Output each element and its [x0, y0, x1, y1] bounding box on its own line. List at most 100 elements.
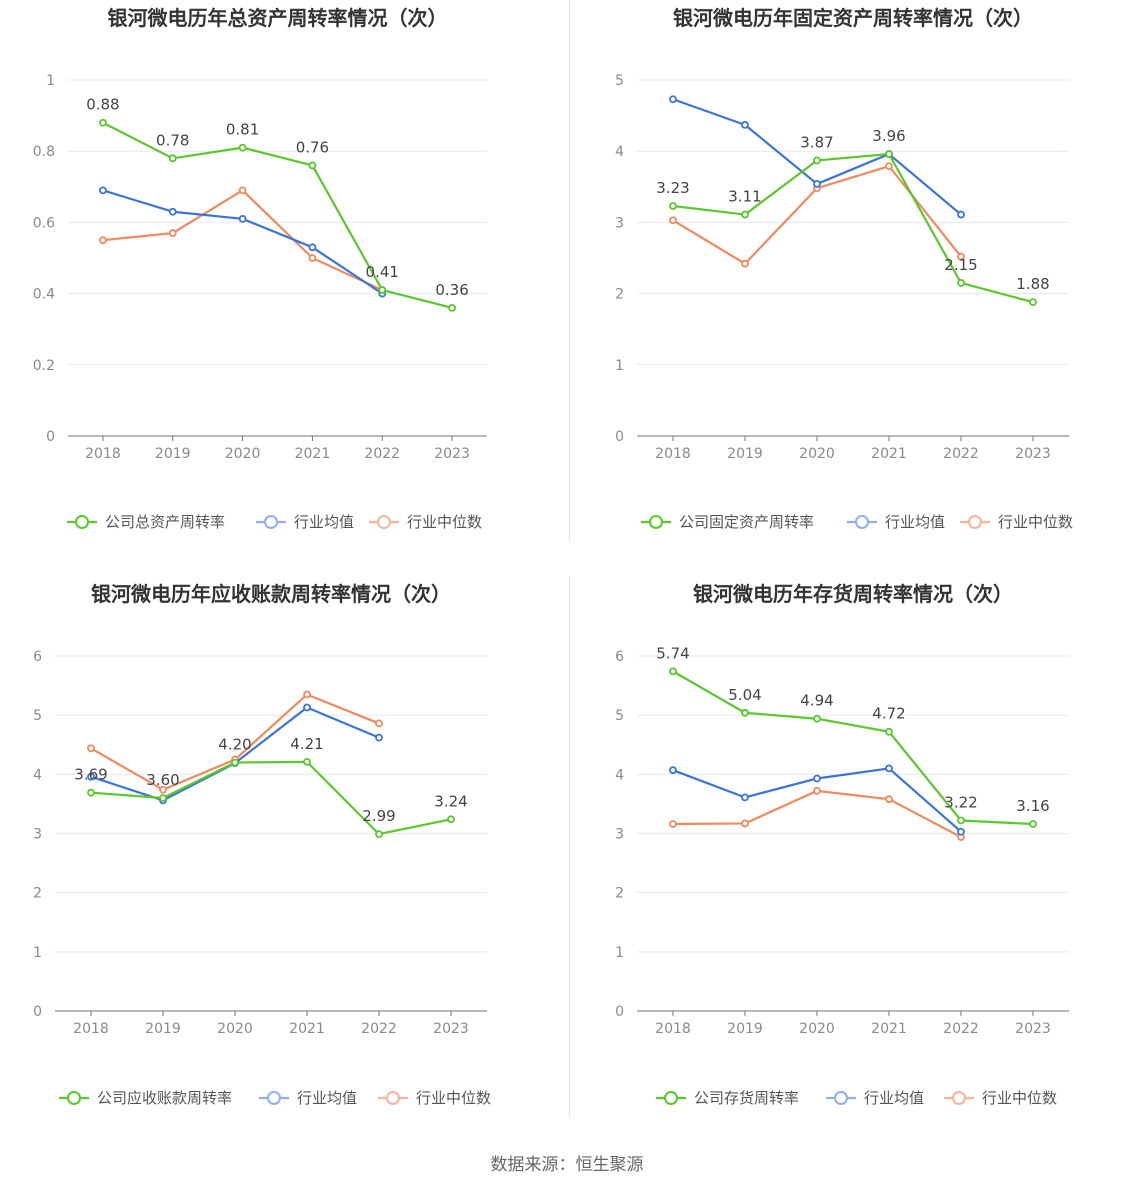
y-tick-label: 0.4: [33, 287, 55, 303]
data-point: [378, 286, 387, 294]
x-tick-label: 2019: [155, 446, 191, 462]
y-tick-label: 0: [46, 429, 55, 445]
data-label: 4.72: [872, 705, 905, 723]
data-point: [885, 795, 893, 804]
chart-title: 银河微电历年总资产周转率情况（次）: [108, 6, 448, 30]
y-tick-label: 6: [615, 649, 624, 665]
data-point: [231, 758, 239, 767]
x-tick-label: 2019: [727, 1021, 763, 1037]
chart-title: 银河微电历年存货周转率情况（次）: [693, 582, 1013, 606]
data-point: [238, 143, 247, 152]
legend-label: 行业中位数: [407, 513, 482, 531]
data-label: 0.81: [226, 121, 259, 139]
data-point: [168, 154, 177, 163]
divider-top: [569, 0, 570, 542]
data-label: 3.87: [800, 133, 833, 151]
chart-panel-receivables-turnover: 银河微电历年应收账款周转率情况（次） 0 1 2 3 4 5 6 2018 2019 2020 202…: [0, 576, 567, 1152]
data-point: [375, 719, 383, 728]
y-tick-label: 5: [33, 708, 42, 724]
data-point: [238, 186, 247, 195]
y-tick-label: 4: [33, 767, 42, 783]
data-label: 5.04: [728, 686, 761, 704]
y-tick-label: 4: [615, 767, 624, 783]
x-tick-label: 2022: [943, 446, 979, 462]
data-label: 5.74: [656, 644, 689, 662]
data-point: [99, 186, 107, 195]
data-label: 4.20: [218, 736, 251, 754]
data-point: [741, 793, 749, 802]
x-tick-label: 2018: [85, 446, 121, 462]
x-tick-label: 2023: [1015, 446, 1051, 462]
series-line-2: [102, 189, 383, 292]
legend-label: 行业均值: [297, 1089, 357, 1107]
data-label: 3.24: [434, 792, 467, 810]
y-tick-label: 3: [615, 827, 624, 843]
chart-panel-total-asset-turnover: 银河微电历年总资产周转率情况（次） 0 0.2 0.4 0.6 0.8 1 2018 2019 2…: [0, 0, 567, 576]
legend-marker: [75, 515, 89, 529]
legend-marker: [67, 1091, 81, 1105]
legend-label: 公司存货周转率: [694, 1089, 799, 1107]
y-tick-label: 0.8: [33, 144, 55, 160]
data-point: [308, 254, 317, 262]
data-point: [168, 207, 177, 216]
legend-label: 行业中位数: [998, 513, 1073, 531]
y-tick-label: 0: [615, 1004, 624, 1020]
legend-label: 行业均值: [294, 513, 354, 531]
legend-label: 行业均值: [864, 1089, 924, 1107]
data-point: [159, 794, 167, 802]
data-label: 2.15: [944, 256, 977, 274]
data-point: [303, 703, 311, 712]
x-tick-label: 2022: [364, 446, 400, 462]
data-point: [669, 216, 677, 225]
y-tick-label: 3: [615, 215, 624, 231]
data-label: 3.11: [728, 188, 761, 206]
chart-inventory-turnover: 银河微电历年存货周转率情况（次） 0 1 2 3 4 5 6 2018 2019 2020 2021 2…: [615, 582, 1069, 1107]
data-label: 0.88: [86, 96, 119, 114]
chart-group: 银河微电历年固定资产周转率情况（次） 0 1 2 3 4 5 2018 2019 2020 2021…: [615, 6, 1073, 531]
data-point: [447, 815, 455, 824]
data-point: [168, 229, 177, 237]
data-label: 0.76: [296, 138, 329, 156]
x-tick-label: 2018: [655, 1021, 691, 1037]
data-point: [813, 774, 821, 783]
x-tick-label: 2019: [145, 1021, 181, 1037]
data-point: [87, 788, 95, 797]
data-point: [99, 118, 107, 127]
y-tick-label: 4: [615, 144, 624, 160]
data-point: [813, 787, 821, 795]
data-point: [448, 303, 456, 312]
series-line-2: [672, 789, 962, 839]
series-line-0: [102, 121, 453, 309]
data-label: 0.36: [435, 281, 468, 299]
x-tick-label: 2019: [727, 446, 763, 462]
data-label: 3.23: [656, 179, 689, 197]
data-point: [957, 279, 965, 287]
series-line-0: [672, 670, 1034, 826]
legend-label: 行业中位数: [982, 1089, 1057, 1107]
data-label: 3.16: [1016, 797, 1049, 815]
data-point: [741, 120, 749, 129]
x-tick-label: 2020: [225, 446, 261, 462]
data-point: [669, 202, 677, 210]
data-point: [957, 210, 965, 219]
data-point: [99, 236, 107, 245]
series-line-1: [102, 189, 383, 295]
data-point: [87, 744, 95, 753]
y-tick-label: 2: [615, 886, 624, 902]
legend-marker: [267, 1091, 281, 1105]
series-line-0: [672, 152, 1034, 304]
y-tick-label: 1: [33, 945, 42, 961]
data-point: [1029, 820, 1037, 828]
legend-marker: [377, 515, 391, 529]
x-tick-label: 2020: [217, 1021, 253, 1037]
x-tick-label: 2023: [433, 1021, 469, 1037]
data-point: [957, 816, 965, 825]
data-point: [813, 714, 821, 723]
data-source-note: 数据来源：恒生聚源: [490, 1155, 644, 1175]
x-tick-label: 2020: [799, 1021, 835, 1037]
x-tick-label: 2023: [434, 446, 470, 462]
data-point: [669, 820, 677, 828]
y-tick-label: 3: [33, 827, 42, 843]
x-tick-label: 2018: [73, 1021, 109, 1037]
